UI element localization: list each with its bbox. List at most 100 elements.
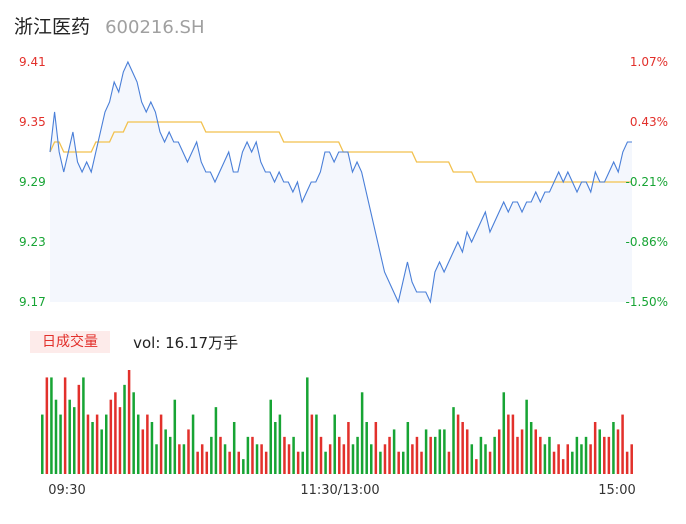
volume-bar (493, 436, 496, 474)
volume-bar (447, 451, 451, 474)
volume-bar (328, 444, 332, 474)
volume-bar (351, 444, 355, 474)
volume-bar (306, 377, 309, 474)
volume-panel: 09:30 11:30/13:00 15:00 (41, 370, 636, 498)
volume-bar (552, 451, 556, 474)
volume-bar (214, 407, 218, 474)
volume-bar (54, 399, 58, 474)
volume-bar (324, 451, 327, 474)
volume-bar (511, 414, 515, 474)
volume-bar (205, 451, 209, 474)
volume-bar (91, 422, 94, 474)
volume-bar (534, 429, 538, 474)
volume-bar (543, 444, 547, 474)
volume-bar (461, 422, 464, 474)
volume-bar (223, 444, 227, 474)
stock-header: 浙江医药 600216.SH (14, 12, 205, 40)
volume-bar (402, 451, 405, 474)
y-tick-label-right: 1.07% (630, 55, 668, 69)
y-tick-label-left: 9.41 (19, 55, 46, 69)
volume-bar (251, 436, 254, 474)
volume-bar (283, 436, 286, 474)
volume-bar (342, 444, 346, 474)
volume-bar (497, 429, 501, 474)
volume-bar (191, 414, 195, 474)
volume-bar (392, 429, 396, 474)
volume-bar (173, 399, 177, 474)
volume-bar (488, 451, 492, 474)
volume-bar (264, 451, 268, 474)
x-tick-label: 09:30 (48, 483, 85, 498)
volume-bar (580, 444, 583, 474)
volume-bar (598, 429, 601, 474)
volume-value-text: vol: 16.17万手 (133, 333, 239, 352)
volume-bar (360, 392, 364, 474)
volume-bar (278, 414, 282, 474)
volume-bar (164, 429, 167, 474)
volume-bar (406, 422, 410, 474)
volume-bar (123, 384, 126, 474)
volume-bar (246, 436, 250, 474)
volume-bar (228, 451, 231, 474)
volume-bar (411, 444, 414, 474)
volume-bar (118, 407, 122, 474)
volume-bar (388, 436, 391, 474)
volume-header: 日成交量 vol: 16.17万手 (30, 331, 238, 355)
volume-bar (315, 414, 318, 474)
volume-bar (529, 422, 533, 474)
volume-bar (452, 407, 455, 474)
volume-bar (292, 436, 295, 474)
volume-bar (507, 414, 510, 474)
volume-bar (370, 444, 373, 474)
volume-bar (132, 392, 135, 474)
volume-bar (109, 399, 113, 474)
volume-bar (525, 399, 528, 474)
volume-tab[interactable]: 日成交量 (30, 331, 110, 353)
price-line (49, 60, 632, 304)
volume-bar (68, 399, 71, 474)
volume-bar (420, 451, 423, 474)
volume-bar (82, 377, 85, 474)
price-panel: 9.41 1.07% 9.35 0.43% 9.29 -0.21% 9.23 -0.86% 9.… (19, 55, 668, 309)
volume-bar (630, 444, 633, 474)
volume-bar (59, 414, 62, 474)
volume-bar (616, 429, 620, 474)
volume-bar (589, 444, 592, 474)
y-tick-label-left: 9.35 (19, 115, 46, 129)
volume-bar (200, 444, 204, 474)
volume-bar (196, 451, 199, 474)
volume-bar (347, 422, 350, 474)
price-area (50, 62, 632, 302)
volume-bar (255, 444, 259, 474)
volume-bar (219, 436, 222, 474)
volume-bar (612, 422, 615, 474)
volume-bar (73, 407, 76, 474)
volume-bar (470, 444, 474, 474)
volume-bar (539, 436, 542, 474)
stock-code: 600216.SH (105, 17, 205, 38)
volume-bar (100, 429, 103, 474)
volume-bar (374, 422, 378, 474)
y-tick-label-left: 9.17 (19, 295, 46, 309)
volume-bar (114, 392, 117, 474)
volume-bar (424, 429, 428, 474)
stock-name: 浙江医药 (14, 16, 91, 38)
volume-bar (433, 436, 437, 474)
volume-bar (561, 459, 565, 474)
x-tick-label: 15:00 (598, 483, 635, 498)
y-tick-label-right: -0.21% (626, 175, 668, 189)
volume-bar (566, 444, 569, 474)
volume-bar (520, 429, 524, 474)
volume-bar (456, 414, 460, 474)
volume-bar (260, 444, 263, 474)
volume-bar (479, 436, 483, 474)
volume-bar (607, 436, 611, 474)
volume-bar (242, 459, 245, 474)
volume-bar (319, 436, 323, 474)
volume-bar (365, 422, 368, 474)
volume-bar (621, 414, 624, 474)
volume-bar (136, 414, 140, 474)
volume-bar (127, 370, 131, 474)
volume-bar (178, 444, 181, 474)
